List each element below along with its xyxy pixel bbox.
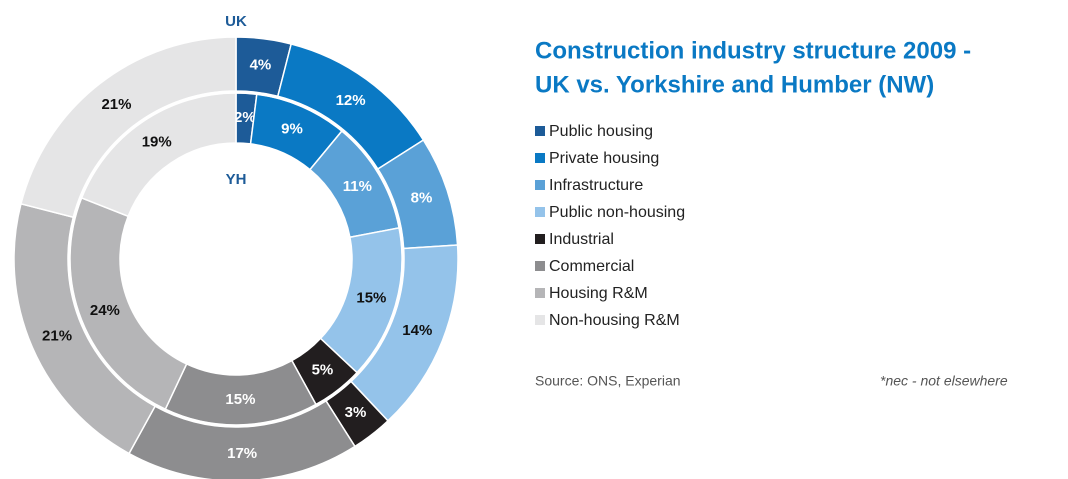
slice-label: 3% bbox=[345, 404, 367, 421]
slice-label: 15% bbox=[225, 391, 255, 408]
legend-swatch bbox=[535, 315, 545, 325]
slice-label: 4% bbox=[250, 57, 272, 74]
slice-label: 5% bbox=[312, 361, 334, 378]
slice-label: 19% bbox=[142, 133, 172, 150]
slice-label: 21% bbox=[101, 96, 131, 113]
legend-label: Housing R&M bbox=[549, 285, 648, 302]
slice-label: 12% bbox=[336, 92, 366, 109]
slice-label: 8% bbox=[411, 190, 433, 207]
legend-label: Public non-housing bbox=[549, 204, 685, 221]
legend-swatch bbox=[535, 153, 545, 163]
slice-label: 15% bbox=[356, 289, 386, 306]
slice-label: 21% bbox=[42, 327, 72, 344]
legend-label: Private housing bbox=[549, 150, 659, 167]
legend-label: Non-housing R&M bbox=[549, 312, 680, 329]
slice-label: 9% bbox=[281, 121, 303, 138]
legend-swatch bbox=[535, 288, 545, 298]
legend-swatch bbox=[535, 234, 545, 244]
legend-swatch bbox=[535, 261, 545, 271]
slice-label: 14% bbox=[402, 322, 432, 339]
note: *nec - not elsewhere bbox=[880, 373, 1008, 389]
slice-label: 24% bbox=[90, 302, 120, 319]
legend-swatch bbox=[535, 126, 545, 136]
legend-label: Public housing bbox=[549, 123, 653, 140]
legend-swatch bbox=[535, 180, 545, 190]
legend-swatch bbox=[535, 207, 545, 217]
source: Source: ONS, Experian bbox=[535, 373, 681, 389]
slice-label: 2% bbox=[234, 109, 256, 126]
legend-label: Industrial bbox=[549, 231, 614, 248]
slice-label: 17% bbox=[227, 445, 257, 462]
slice-label: 11% bbox=[343, 178, 372, 195]
ring-divider bbox=[67, 90, 405, 428]
legend-label: Infrastructure bbox=[549, 177, 643, 194]
chart-title: UK vs. Yorkshire and Humber (NW) bbox=[535, 71, 934, 98]
legend-label: Commercial bbox=[549, 258, 634, 275]
series-label: UK bbox=[225, 13, 247, 30]
chart-title: Construction industry structure 2009 - bbox=[535, 37, 971, 64]
series-label: YH bbox=[226, 171, 247, 188]
